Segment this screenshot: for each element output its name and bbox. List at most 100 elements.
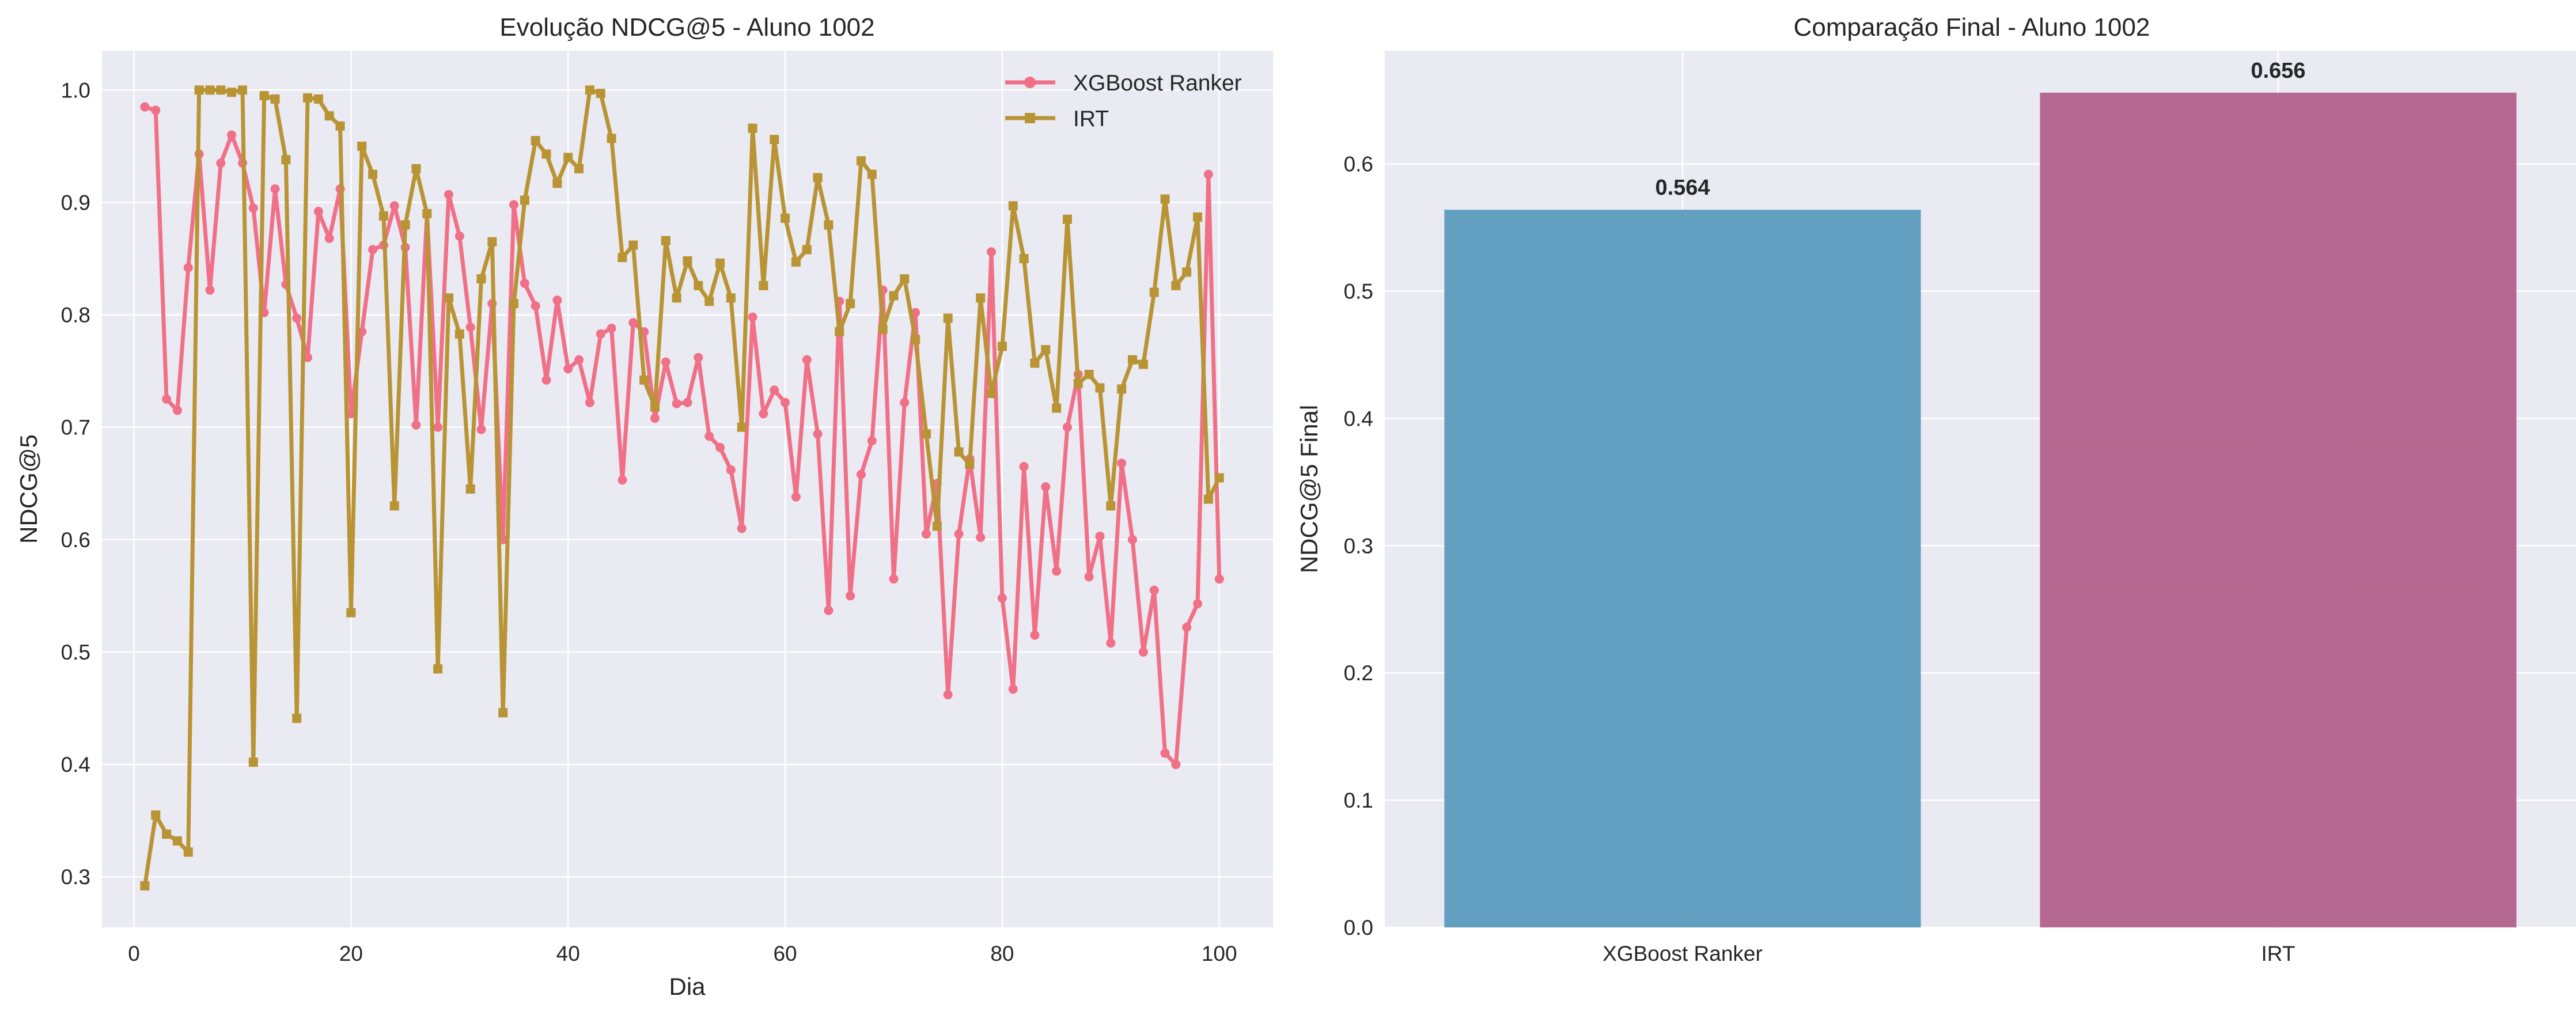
data-point <box>237 85 247 95</box>
data-point <box>1052 566 1062 576</box>
legend-irt-label: IRT <box>1073 107 1109 131</box>
bar-value-label: 0.656 <box>2251 59 2305 83</box>
bar-chart-x-ticks: XGBoost Ranker IRT <box>1603 942 2295 965</box>
data-point <box>987 389 997 399</box>
bar-value-label: 0.564 <box>1655 176 1710 200</box>
x-tick-label: 20 <box>339 942 363 965</box>
data-point <box>694 281 703 290</box>
data-point <box>1128 355 1138 365</box>
data-point <box>1052 403 1062 413</box>
y-tick-label: 0.6 <box>61 528 90 552</box>
data-point <box>1106 501 1116 511</box>
data-point <box>704 297 714 306</box>
line-chart-title: Evolução NDCG@5 - Aluno 1002 <box>499 13 874 41</box>
data-point <box>618 475 627 485</box>
data-point <box>726 465 736 475</box>
data-point <box>465 484 475 494</box>
data-point <box>140 881 150 891</box>
data-point <box>791 257 801 267</box>
data-point <box>911 308 920 317</box>
y-tick-label: 0.3 <box>61 865 90 889</box>
data-point <box>162 394 172 404</box>
data-point <box>726 293 736 303</box>
data-point <box>162 829 172 839</box>
data-point <box>1008 684 1018 694</box>
data-point <box>574 355 584 365</box>
data-point <box>867 169 877 179</box>
data-point <box>248 757 258 767</box>
data-point <box>324 233 334 243</box>
data-point <box>1019 461 1029 471</box>
data-point <box>498 708 508 718</box>
data-point <box>856 156 866 166</box>
data-point <box>781 213 790 223</box>
data-point <box>802 245 812 255</box>
bar-chart-title: Comparação Final - Aluno 1002 <box>1794 13 2150 41</box>
bar-xgboost <box>1444 210 1921 928</box>
data-point <box>552 296 562 305</box>
legend-xgboost-marker <box>1024 77 1036 88</box>
y-tick-label: 0.4 <box>1344 407 1373 430</box>
data-point <box>1030 358 1040 368</box>
data-point <box>1128 535 1138 544</box>
data-point <box>737 524 747 533</box>
data-point <box>867 436 877 446</box>
data-point <box>628 318 638 328</box>
data-point <box>748 123 757 133</box>
y-tick-label: 0.2 <box>1344 661 1373 685</box>
series-line-xgboost <box>144 105 1222 767</box>
data-point <box>1171 760 1181 770</box>
data-point <box>672 293 681 303</box>
line-chart-series <box>140 85 1224 891</box>
data-point <box>922 529 931 539</box>
data-point <box>487 237 497 247</box>
y-tick-label: 0.5 <box>1344 280 1373 304</box>
data-point <box>672 399 681 408</box>
data-point <box>324 111 334 121</box>
data-point <box>552 179 562 188</box>
data-point <box>411 420 421 430</box>
data-point <box>770 135 779 145</box>
data-point <box>205 285 215 295</box>
data-point <box>346 409 356 419</box>
bar-irt <box>2040 92 2517 927</box>
data-point <box>791 492 801 502</box>
data-point <box>183 847 193 857</box>
data-point <box>454 329 464 339</box>
data-point <box>911 335 920 344</box>
data-point <box>520 195 529 205</box>
data-point <box>976 293 986 303</box>
data-point <box>368 245 378 255</box>
data-point <box>357 141 367 151</box>
data-point <box>1117 459 1127 468</box>
x-tick-label: XGBoost Ranker <box>1603 942 1763 965</box>
data-point <box>1095 383 1105 393</box>
y-tick-label: 0.4 <box>61 753 90 776</box>
data-point <box>824 605 834 615</box>
line-chart-x-axis-label: Dia <box>669 973 706 1000</box>
data-point <box>932 521 942 531</box>
line-chart-legend: XGBoost Ranker IRT <box>1005 71 1242 131</box>
data-point <box>1203 494 1213 504</box>
y-tick-label: 0.0 <box>1344 916 1373 940</box>
data-point <box>346 608 356 618</box>
data-point <box>1138 359 1148 369</box>
data-point <box>563 364 573 374</box>
data-point <box>997 342 1007 351</box>
y-tick-label: 0.1 <box>1344 789 1373 812</box>
data-point <box>694 353 703 362</box>
y-tick-label: 0.9 <box>61 191 90 214</box>
x-tick-label: 80 <box>990 942 1014 965</box>
data-point <box>1062 214 1072 224</box>
data-point <box>389 201 399 211</box>
data-point <box>650 414 660 423</box>
data-point <box>368 169 378 179</box>
data-point <box>1171 281 1181 290</box>
data-point <box>1214 574 1224 584</box>
x-tick-label: IRT <box>2261 942 2295 965</box>
data-point <box>292 313 302 323</box>
data-point <box>509 299 519 309</box>
y-tick-label: 1.0 <box>61 78 90 102</box>
data-point <box>216 85 226 95</box>
data-point <box>433 664 443 674</box>
